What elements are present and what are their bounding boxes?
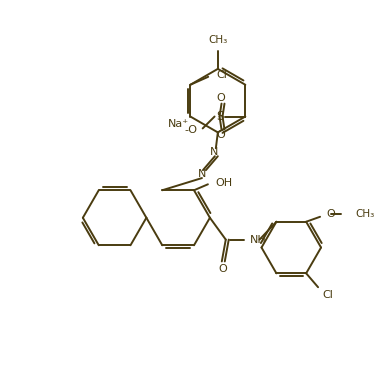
Text: N: N bbox=[210, 147, 218, 157]
Text: CH₃: CH₃ bbox=[356, 209, 375, 219]
Text: O: O bbox=[216, 92, 225, 102]
Text: OH: OH bbox=[216, 178, 233, 188]
Text: NH: NH bbox=[250, 235, 266, 245]
Text: S: S bbox=[216, 110, 223, 123]
Text: Na⁺: Na⁺ bbox=[168, 120, 189, 130]
Text: N: N bbox=[198, 169, 206, 179]
Text: O: O bbox=[326, 209, 335, 219]
Text: Cl: Cl bbox=[322, 290, 333, 300]
Text: O: O bbox=[218, 264, 227, 275]
Text: Cl: Cl bbox=[216, 70, 227, 80]
Text: O: O bbox=[216, 130, 225, 140]
Text: -O: -O bbox=[185, 125, 198, 135]
Text: CH₃: CH₃ bbox=[208, 35, 227, 45]
